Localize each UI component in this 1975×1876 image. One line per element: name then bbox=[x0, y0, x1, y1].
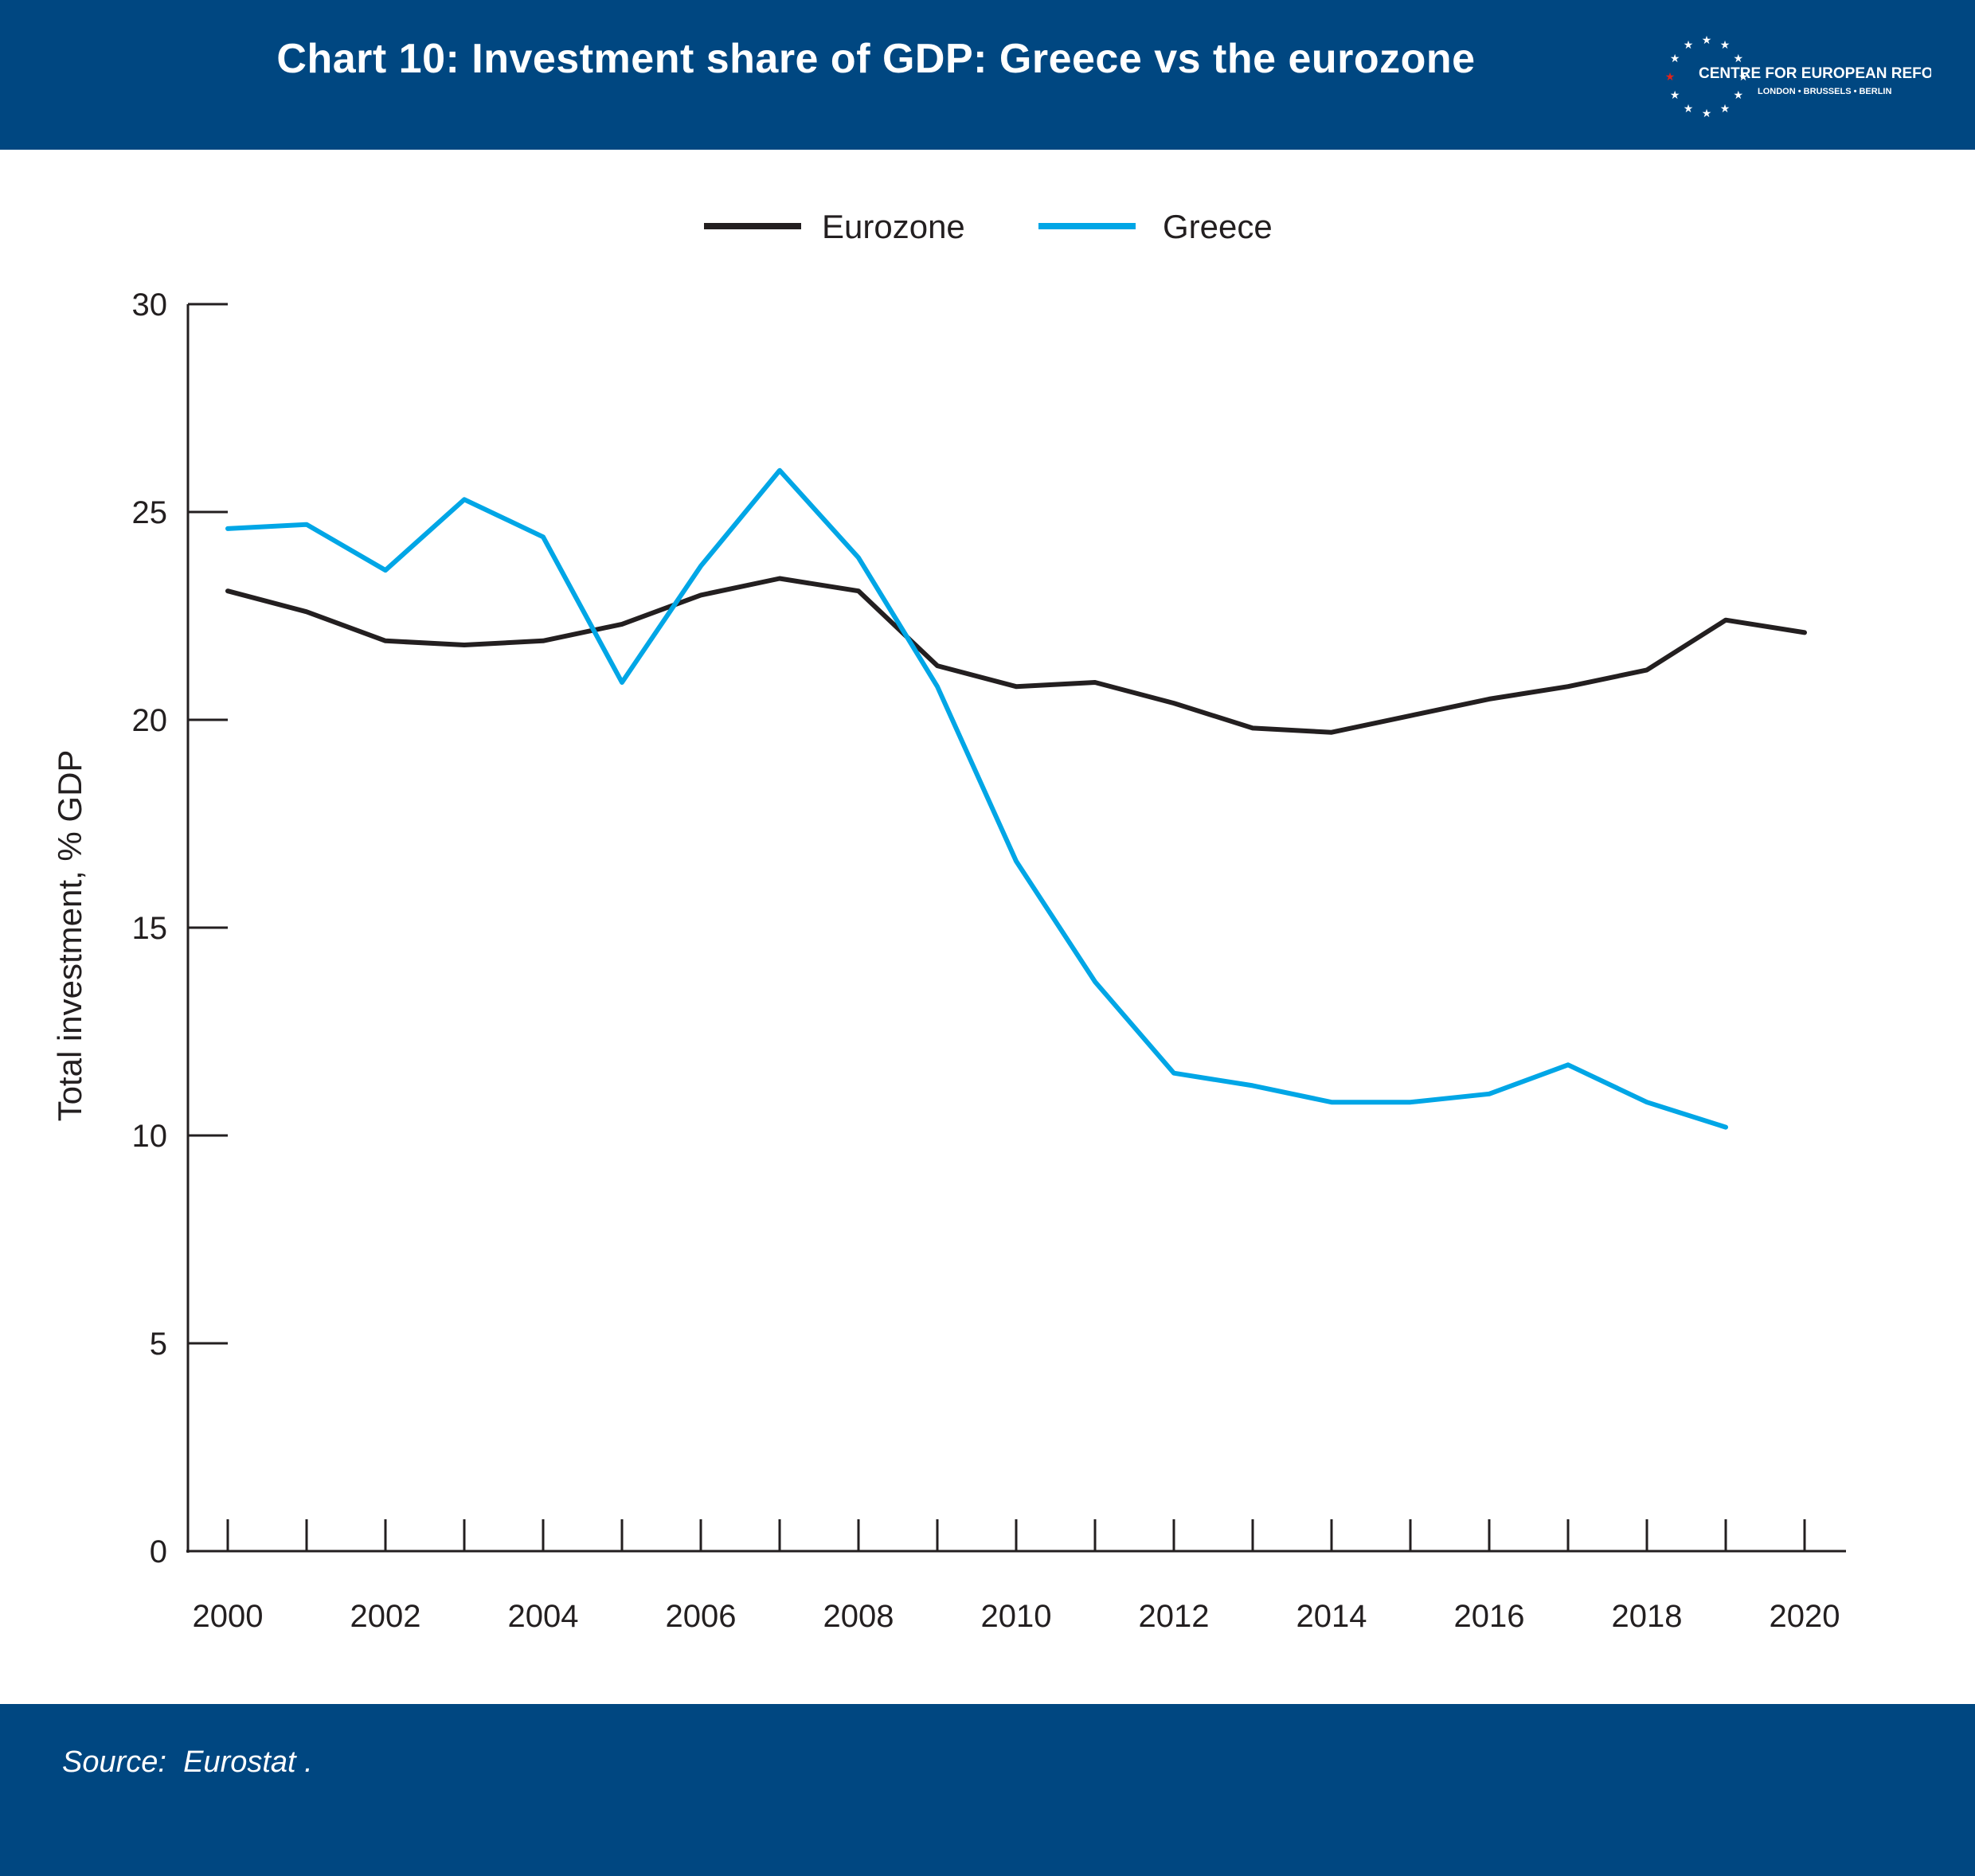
logo-star: ★ bbox=[1702, 34, 1712, 47]
series-line-greece bbox=[225, 467, 1728, 1130]
y-axis-label: Total investment, % GDP bbox=[51, 750, 88, 1122]
y-tick-label: 30 bbox=[132, 287, 168, 322]
logo-star: ★ bbox=[1734, 53, 1744, 65]
cer-logo: ★ ★★★★★★★★★★★ CENTRE FOR EUROPEAN REFORM … bbox=[1665, 34, 1931, 119]
x-tick-label: 2012 bbox=[1139, 1599, 1210, 1634]
x-tick-label: 2020 bbox=[1770, 1599, 1840, 1634]
y-tick-label: 15 bbox=[132, 911, 168, 946]
x-tick-label: 2014 bbox=[1296, 1599, 1367, 1634]
x-tick-label: 2016 bbox=[1454, 1599, 1525, 1634]
x-tick-label: 2010 bbox=[981, 1599, 1052, 1634]
source-note: Source: Eurostat . bbox=[62, 1745, 313, 1780]
x-tick-label: 2000 bbox=[193, 1599, 264, 1634]
eu-stars-icon: ★ ★★★★★★★★★★★ bbox=[1665, 34, 1749, 119]
x-tick-label: 2002 bbox=[350, 1599, 421, 1634]
x-tick-label: 2006 bbox=[666, 1599, 737, 1634]
y-tick-label: 20 bbox=[132, 703, 168, 738]
logo-star: ★ bbox=[1720, 103, 1731, 115]
logo-star: ★ bbox=[1702, 107, 1712, 119]
y-tick-label: 0 bbox=[150, 1534, 167, 1569]
x-tick-label: 2004 bbox=[508, 1599, 579, 1634]
source-value: Eurostat . bbox=[183, 1745, 313, 1779]
logo-star: ★ bbox=[1665, 71, 1676, 84]
source-label: Source: bbox=[62, 1745, 166, 1779]
footer-bar bbox=[0, 1704, 1975, 1876]
logo-star: ★ bbox=[1734, 89, 1744, 102]
logo-star: ★ bbox=[1738, 71, 1749, 84]
logo-star: ★ bbox=[1670, 53, 1680, 65]
logo-star: ★ bbox=[1684, 39, 1694, 52]
x-tick-label: 2008 bbox=[823, 1599, 894, 1634]
header-bar: Chart 10: Investment share of GDP: Greec… bbox=[0, 0, 1975, 150]
logo-name: CENTRE FOR EUROPEAN REFORM bbox=[1699, 65, 1931, 82]
logo-star: ★ bbox=[1684, 103, 1694, 115]
line-chart: 0 5 10 15 20 25 30 2000 2002 2004 2006 2008 2010 2012… bbox=[51, 208, 1846, 1634]
logo-cities: LONDON • BRUSSELS • BERLIN bbox=[1758, 87, 1891, 96]
legend-label: Greece bbox=[1163, 208, 1273, 245]
y-tick-label: 5 bbox=[150, 1327, 167, 1362]
chart-title: Chart 10: Investment share of GDP: Greec… bbox=[276, 36, 1476, 82]
y-tick-label: 25 bbox=[132, 495, 168, 530]
logo-star: ★ bbox=[1670, 89, 1680, 102]
x-tick-label: 2018 bbox=[1612, 1599, 1683, 1634]
y-tick-label: 10 bbox=[132, 1119, 168, 1154]
logo-star: ★ bbox=[1720, 39, 1731, 52]
series-line-eurozone bbox=[225, 576, 1807, 735]
legend-label: Eurozone bbox=[822, 208, 965, 245]
